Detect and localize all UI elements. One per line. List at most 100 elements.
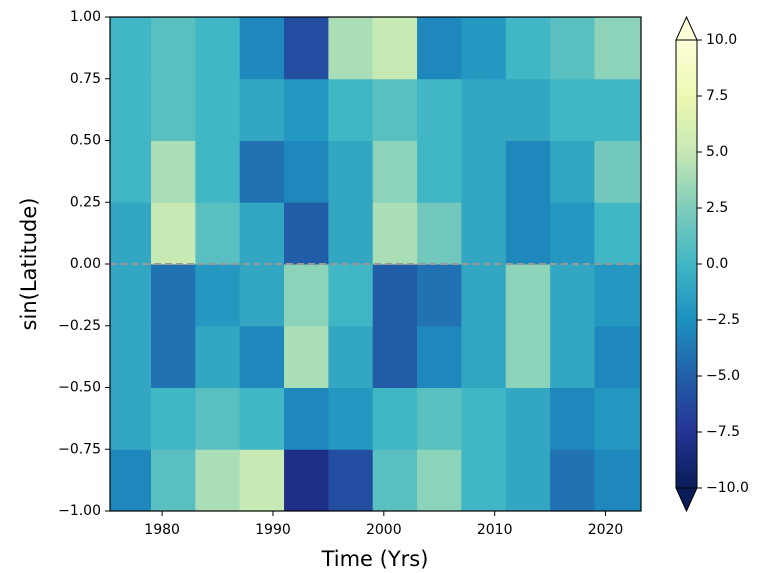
heatmap-cell [594,17,641,80]
colorbar-tick-label: −5.0 [706,368,740,384]
heatmap-cell [328,264,374,327]
colorbar-tick-label: 10.0 [706,32,737,48]
y-tick-label: 0.75 [70,71,101,87]
y-tick-label: 0.25 [70,194,101,210]
heatmap-cell [195,387,241,450]
y-tick-label: 0.00 [70,256,101,272]
heatmap-cell [550,449,595,511]
x-tick-label: 2010 [477,522,513,538]
heatmap-cell [110,17,152,80]
heatmap-cell [372,387,418,450]
heatmap-cell [239,78,285,141]
heatmap-cell [505,449,551,511]
y-tick-label: −0.75 [58,441,101,457]
heatmap-cell [239,325,285,388]
heatmap-cell [550,140,595,203]
heatmap-cell [550,264,595,327]
heatmap-cell [461,17,507,80]
heatmap-cell [461,449,507,511]
heatmap-cell [195,140,241,203]
heatmap-cell [239,264,285,327]
heatmap-cell [110,78,152,141]
heatmap-cell [284,17,329,80]
heatmap-cell [284,202,329,265]
heatmap-cell [195,325,241,388]
heatmap-cell [461,387,507,450]
heatmap-cell [594,449,641,511]
colorbar-tick-label: 5.0 [706,144,728,160]
heatmap-cell [461,78,507,141]
heatmap-cell [594,140,641,203]
heatmap-cell [195,449,241,511]
heatmap-cell [110,325,152,388]
colorbar-tick-label: 2.5 [706,200,728,216]
x-tick-label: 1990 [255,522,291,538]
heatmap-cell [195,202,241,265]
heatmap-cell [461,140,507,203]
colorbar-tick-label: −7.5 [706,424,740,440]
heatmap-cell [151,449,196,511]
heatmap-cell [505,140,551,203]
heatmap-cell [328,202,374,265]
heatmap-cell [110,202,152,265]
heatmap-cell [550,325,595,388]
heatmap-cell [328,387,374,450]
heatmap-cell [328,140,374,203]
heatmap-cell [417,17,462,80]
heatmap-cell [505,202,551,265]
heatmap-cell [284,449,329,511]
heatmap-cell [151,264,196,327]
heatmap-cell [284,325,329,388]
y-axis-label: sin(Latitude) [17,198,41,331]
heatmap-cell [461,325,507,388]
heatmap-cell [239,140,285,203]
x-tick-label: 2020 [588,522,624,538]
heatmap-cell [372,264,418,327]
y-tick-label: 0.50 [70,133,101,149]
heatmap-cell [195,78,241,141]
heatmap-cell [417,387,462,450]
heatmap-cell [151,202,196,265]
y-tick-label: 1.00 [70,9,101,25]
x-tick-label: 1980 [144,522,180,538]
colorbar-tick-label: −10.0 [706,480,749,496]
heatmap-cell [372,140,418,203]
colorbar-tick-label: 7.5 [706,88,728,104]
heatmap-cell [550,17,595,80]
heatmap-cell [372,325,418,388]
heatmap-cell [372,78,418,141]
heatmap-cell [417,449,462,511]
heatmap-cell [151,387,196,450]
colorbar-tick-label: 0.0 [706,256,728,272]
heatmap-cell [195,17,241,80]
heatmap-cell [594,387,641,450]
y-tick-label: −1.00 [58,503,101,519]
heatmap-cell [594,78,641,141]
heatmap-cell [284,78,329,141]
heatmap-cell [461,202,507,265]
heatmap-cell [417,325,462,388]
heatmap-cell [239,449,285,511]
heatmap-cell [110,449,152,511]
heatmap-cell [284,264,329,327]
heatmap-cell [505,264,551,327]
heatmap-cell [417,202,462,265]
heatmap-cell [239,17,285,80]
x-tick-label: 2000 [366,522,402,538]
heatmap-cells [110,17,641,511]
heatmap-cell [461,264,507,327]
heatmap-cell [110,140,152,203]
heatmap-cell [594,264,641,327]
heatmap-cell [505,325,551,388]
heatmap-cell [550,78,595,141]
heatmap-cell [328,17,374,80]
heatmap-cell [372,202,418,265]
heatmap-cell [239,202,285,265]
heatmap-cell [284,387,329,450]
y-tick-label: −0.50 [58,380,101,396]
y-tick-label: −0.25 [58,318,101,334]
heatmap-cell [505,17,551,80]
heatmap-cell [505,387,551,450]
